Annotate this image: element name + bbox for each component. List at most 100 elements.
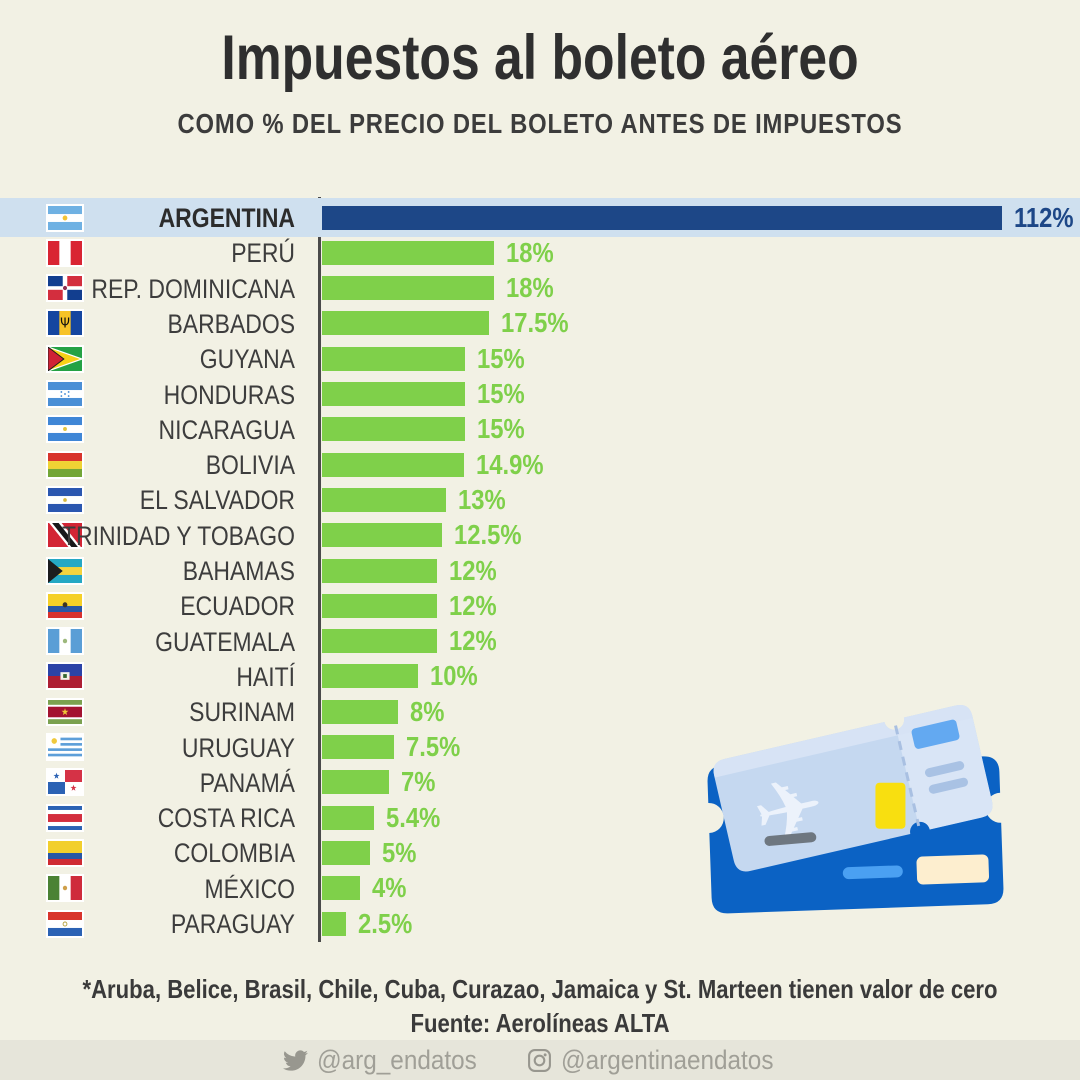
chart-row: REP. DOMINICANA 18% xyxy=(0,271,1080,306)
value-label: 5.4% xyxy=(386,801,441,833)
bar xyxy=(322,840,370,865)
bar xyxy=(322,346,465,371)
flag-uruguay-icon xyxy=(46,733,84,761)
country-label: URUGUAY xyxy=(181,732,295,763)
bar xyxy=(322,876,360,901)
flag-paraguay-icon xyxy=(46,909,84,938)
chart-row: SURINAM 8% xyxy=(0,694,1080,729)
bar xyxy=(322,417,465,442)
flag-suriname-icon xyxy=(46,697,84,726)
value-label: 17.5% xyxy=(501,307,569,339)
svg-text:Ψ: Ψ xyxy=(60,317,70,332)
bar xyxy=(322,240,494,265)
twitter-icon xyxy=(283,1048,309,1073)
value-label: 12% xyxy=(449,554,497,586)
flag-costa-rica-icon xyxy=(46,803,84,832)
country-label: BARBADOS xyxy=(167,308,295,339)
flag-mexico-icon xyxy=(46,874,84,903)
value-label: 18% xyxy=(506,272,554,304)
chart-row: PARAGUAY 2.5% xyxy=(0,906,1080,941)
bar xyxy=(322,205,1002,230)
chart-row: TRINIDAD Y TOBAGO 12.5% xyxy=(0,518,1080,553)
bar xyxy=(322,487,446,512)
country-label: REP. DOMINICANA xyxy=(91,273,295,304)
country-label: GUYANA xyxy=(199,344,295,375)
flag-peru-icon xyxy=(46,238,84,267)
value-label: 15% xyxy=(477,413,525,445)
bar xyxy=(322,452,464,477)
twitter-handle[interactable]: @arg_endatos xyxy=(317,1044,477,1075)
bar xyxy=(322,558,437,583)
flag-trinidad-tobago-icon xyxy=(46,521,84,550)
value-label: 8% xyxy=(410,695,445,727)
instagram-handle[interactable]: @argentinaendatos xyxy=(560,1044,774,1075)
source-credit: Fuente: Aerolíneas ALTA xyxy=(410,1008,670,1038)
bar xyxy=(322,911,346,936)
perforation-line xyxy=(894,725,921,827)
flag-nicaragua-icon xyxy=(46,415,84,444)
social-footer-bar: @arg_endatos @argentinaendatos xyxy=(0,1040,1080,1080)
bar xyxy=(322,311,489,336)
country-label: PANAMÁ xyxy=(199,767,295,798)
chart-row: GUYANA 15% xyxy=(0,341,1080,376)
flag-panama-icon xyxy=(46,768,84,797)
value-label: 112% xyxy=(1014,201,1074,233)
flag-el-salvador-icon xyxy=(46,485,84,514)
country-label: PERÚ xyxy=(231,238,295,269)
bar xyxy=(322,593,437,618)
front-ticket: ✈ xyxy=(711,702,996,872)
value-label: 15% xyxy=(477,342,525,374)
bar xyxy=(322,735,394,759)
flag-guatemala-icon xyxy=(46,627,84,656)
country-label: BOLIVIA xyxy=(205,450,295,481)
country-label: ARGENTINA xyxy=(158,203,295,233)
bar xyxy=(322,770,389,795)
chart-row: Ψ BARBADOS 17.5% xyxy=(0,306,1080,341)
country-label: BAHAMAS xyxy=(182,556,295,586)
value-label: 12% xyxy=(449,625,497,657)
flag-bolivia-icon xyxy=(46,450,84,479)
chart-row: GUATEMALA 12% xyxy=(0,624,1080,659)
chart-row: COLOMBIA 5% xyxy=(0,835,1080,870)
value-label: 5% xyxy=(382,836,417,868)
value-label: 7% xyxy=(401,766,436,798)
chart-row: MÉXICO 4% xyxy=(0,871,1080,906)
bar xyxy=(322,276,494,301)
flag-honduras-icon xyxy=(46,380,84,408)
value-label: 7.5% xyxy=(406,731,461,762)
flag-haiti-icon xyxy=(46,662,84,691)
instagram-group: @argentinaendatos xyxy=(527,1045,797,1076)
chart-row: PERÚ 18% xyxy=(0,235,1080,270)
value-label: 13% xyxy=(458,483,506,515)
chart-row: HONDURAS 15% xyxy=(0,377,1080,412)
value-label: 4% xyxy=(372,872,407,904)
country-label: TRINIDAD Y TOBAGO xyxy=(62,520,295,551)
bar-chart: ARGENTINA 112% PERÚ 18% REP. DOMINICANA 18% Ψ B… xyxy=(0,198,1080,945)
country-label: PARAGUAY xyxy=(170,909,295,939)
chart-row: BOLIVIA 14.9% xyxy=(0,447,1080,482)
flag-colombia-icon xyxy=(46,838,84,867)
flag-argentina-icon xyxy=(46,203,84,232)
instagram-icon xyxy=(527,1048,552,1073)
value-label: 14.9% xyxy=(476,448,544,480)
flag-guyana-icon xyxy=(46,344,84,373)
chart-row: BAHAMAS 12% xyxy=(0,553,1080,588)
bar xyxy=(322,805,374,830)
airplane-tickets-illustration: ✈ xyxy=(693,670,1033,932)
flag-barbados-icon: Ψ xyxy=(46,309,84,338)
page-subtitle: COMO % DEL PRECIO DEL BOLETO ANTES DE IM… xyxy=(177,108,903,139)
value-label: 12.5% xyxy=(454,519,522,551)
bar xyxy=(322,382,465,406)
country-label: GUATEMALA xyxy=(155,626,295,657)
country-label: COLOMBIA xyxy=(173,838,295,869)
value-label: 2.5% xyxy=(358,907,413,939)
value-label: 15% xyxy=(477,378,525,409)
page-title: Impuestos al boleto aéreo xyxy=(221,23,859,93)
footnote: *Aruba, Belice, Brasil, Chile, Cuba, Cur… xyxy=(82,974,998,1004)
flag-dominican-republic-icon xyxy=(46,274,84,303)
chart-row: URUGUAY 7.5% xyxy=(0,730,1080,765)
chart-row: ECUADOR 12% xyxy=(0,588,1080,623)
twitter-group: @arg_endatos xyxy=(283,1045,495,1076)
yellow-tag xyxy=(875,782,906,829)
bar xyxy=(322,699,398,724)
